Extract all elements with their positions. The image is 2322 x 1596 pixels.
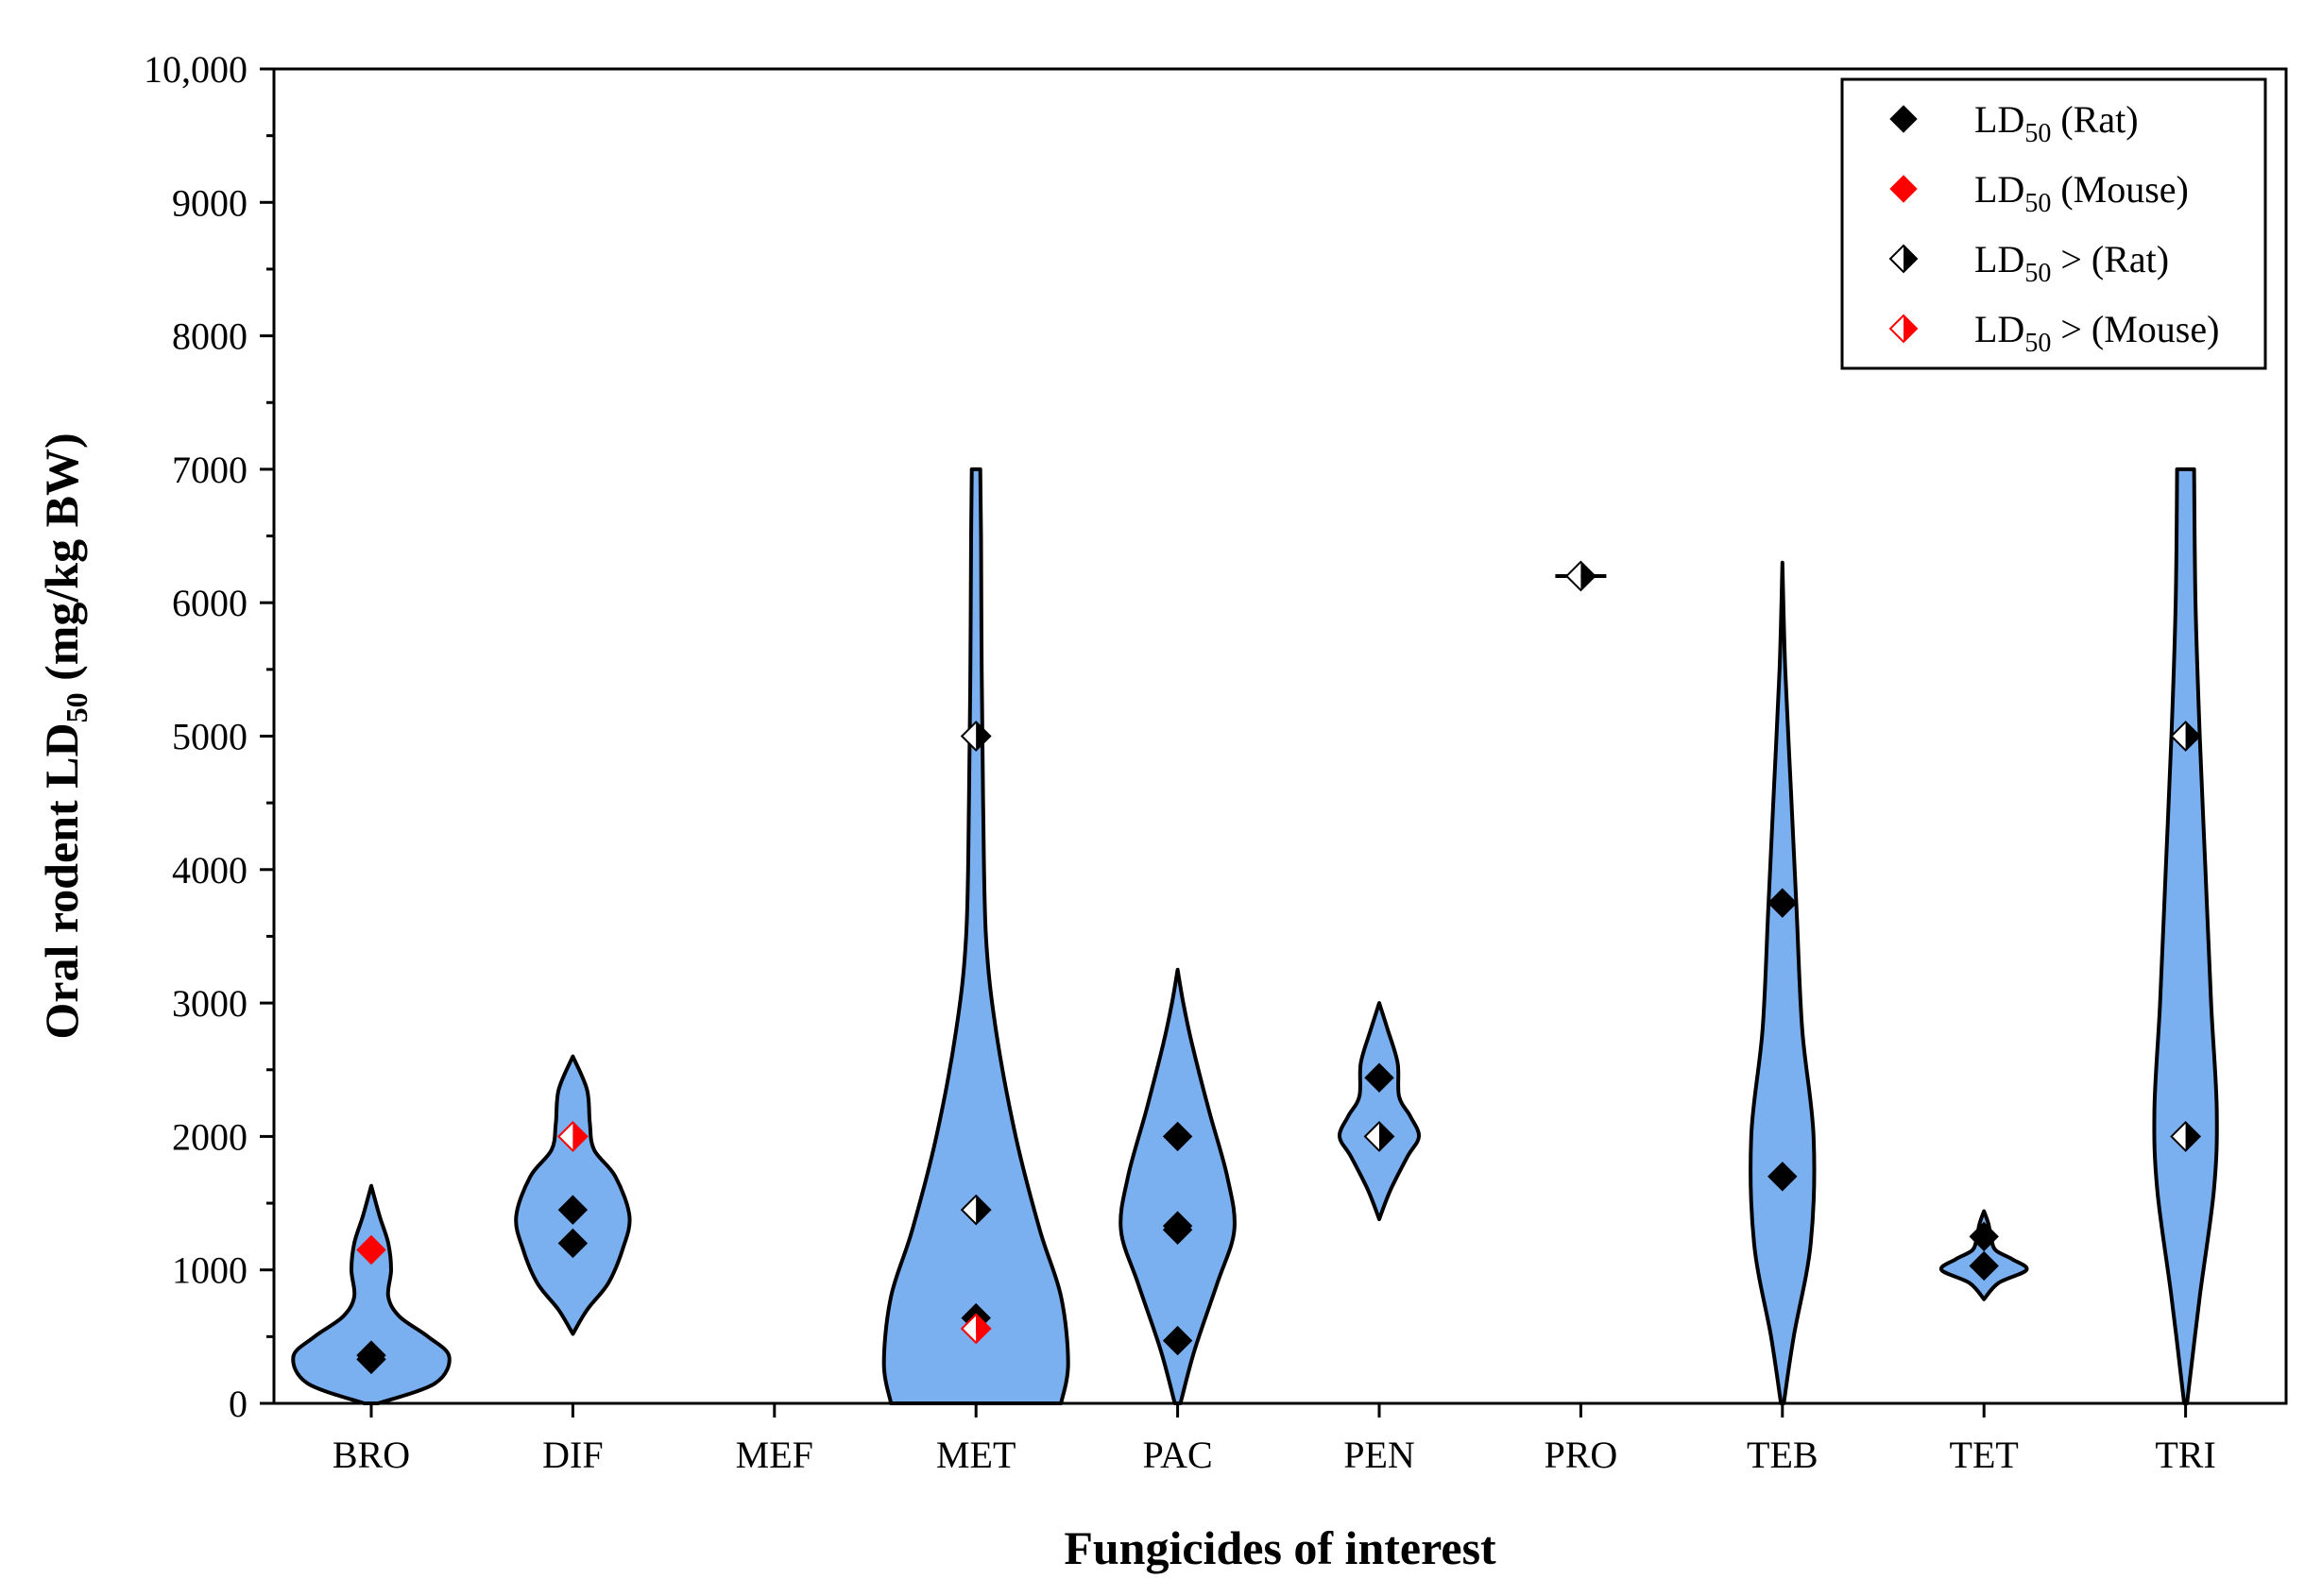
x-tick-label-pro: PRO	[1544, 1434, 1617, 1476]
x-tick-label-teb: TEB	[1747, 1434, 1818, 1476]
violin-pac	[1118, 967, 1237, 1405]
y-tick-label: 8000	[172, 315, 248, 358]
data-point-pac-rat	[1162, 1211, 1193, 1241]
x-tick-label-tet: TET	[1950, 1434, 2019, 1476]
data-point-teb-rat	[1767, 888, 1798, 918]
y-tick-label: 5000	[172, 716, 248, 758]
legend-marker-rat_gt	[1888, 244, 1919, 274]
data-point-tri-rat_gt	[2170, 1120, 2202, 1152]
data-point-dif-mouse_gt	[556, 1120, 589, 1152]
data-point-met-rat_gt	[960, 721, 992, 752]
legend-label-rat: LD50 (Rat)	[1974, 98, 2139, 148]
y-axis-title: Oral rodent LD50 (mg/kg BW)	[35, 433, 94, 1039]
data-point-pen-rat_gt	[1363, 1120, 1395, 1152]
legend-marker-mouse	[1889, 175, 1918, 203]
data-point-teb-rat	[1767, 1162, 1798, 1192]
data-point-tet-rat	[1969, 1221, 1999, 1252]
data-point-met-mouse_gt	[960, 1313, 992, 1345]
legend-label-rat_gt: LD50 > (Rat)	[1974, 238, 2169, 288]
axes-layer: 0 1000 2000 3000 4000 5000 6000 7000 8000 9000 10,…	[35, 48, 2216, 1574]
y-tick-label: 0	[229, 1383, 248, 1425]
y-tick-label: 6000	[172, 582, 248, 624]
data-point-dif-rat	[557, 1228, 589, 1259]
y-tick-label: 2000	[172, 1115, 248, 1158]
legend-label-mouse: LD50 (Mouse)	[1974, 168, 2189, 218]
data-point-tet-rat	[1969, 1250, 1999, 1282]
legend-label-mouse_gt: LD50 > (Mouse)	[1974, 308, 2219, 358]
data-point-dif-rat	[557, 1195, 589, 1225]
x-tick-label-dif: DIF	[542, 1434, 603, 1476]
legend-marker-rat	[1889, 105, 1918, 133]
x-tick-label-mef: MEF	[736, 1434, 813, 1476]
violin-teb	[1749, 560, 1817, 1405]
x-axis-title: Fungicides of interest	[1064, 1521, 1496, 1574]
y-tick-label: 4000	[172, 849, 248, 891]
y-tick-label: 9000	[172, 181, 248, 224]
x-tick-label-met: MET	[936, 1434, 1016, 1476]
y-tick-label: 1000	[172, 1249, 248, 1292]
violin-tri	[2152, 467, 2219, 1405]
y-tick-label: 3000	[172, 982, 248, 1025]
violin-bro	[291, 1183, 452, 1405]
data-point-bro-rat	[356, 1340, 386, 1370]
data-point-pac-rat	[1162, 1121, 1193, 1152]
legend-marker-mouse_gt	[1888, 314, 1919, 344]
violin-pen	[1337, 1001, 1422, 1221]
data-point-tri-rat_gt	[2170, 721, 2202, 752]
data-point-met-rat_gt	[960, 1194, 992, 1226]
legend-box	[1840, 77, 2267, 370]
data-point-pen-rat	[1364, 1062, 1394, 1093]
points-layer	[356, 560, 2202, 1375]
x-tick-label-tri: TRI	[2155, 1434, 2215, 1476]
x-tick-label-bro: BRO	[333, 1434, 410, 1476]
x-tick-label-pac: PAC	[1143, 1434, 1213, 1476]
violin-met	[881, 467, 1070, 1405]
x-tick-label-pen: PEN	[1343, 1434, 1415, 1476]
data-point-bro-mouse	[356, 1234, 386, 1265]
legend: LD50 (Rat) LD50 (Mouse) LD50 > (Rat) LD50 >…	[1840, 77, 2267, 370]
y-tick-label: 7000	[172, 449, 248, 491]
y-tick-label: 10,000	[144, 48, 248, 91]
data-point-pac-rat	[1162, 1325, 1193, 1356]
data-point-pro-rat_gt	[1564, 560, 1596, 592]
